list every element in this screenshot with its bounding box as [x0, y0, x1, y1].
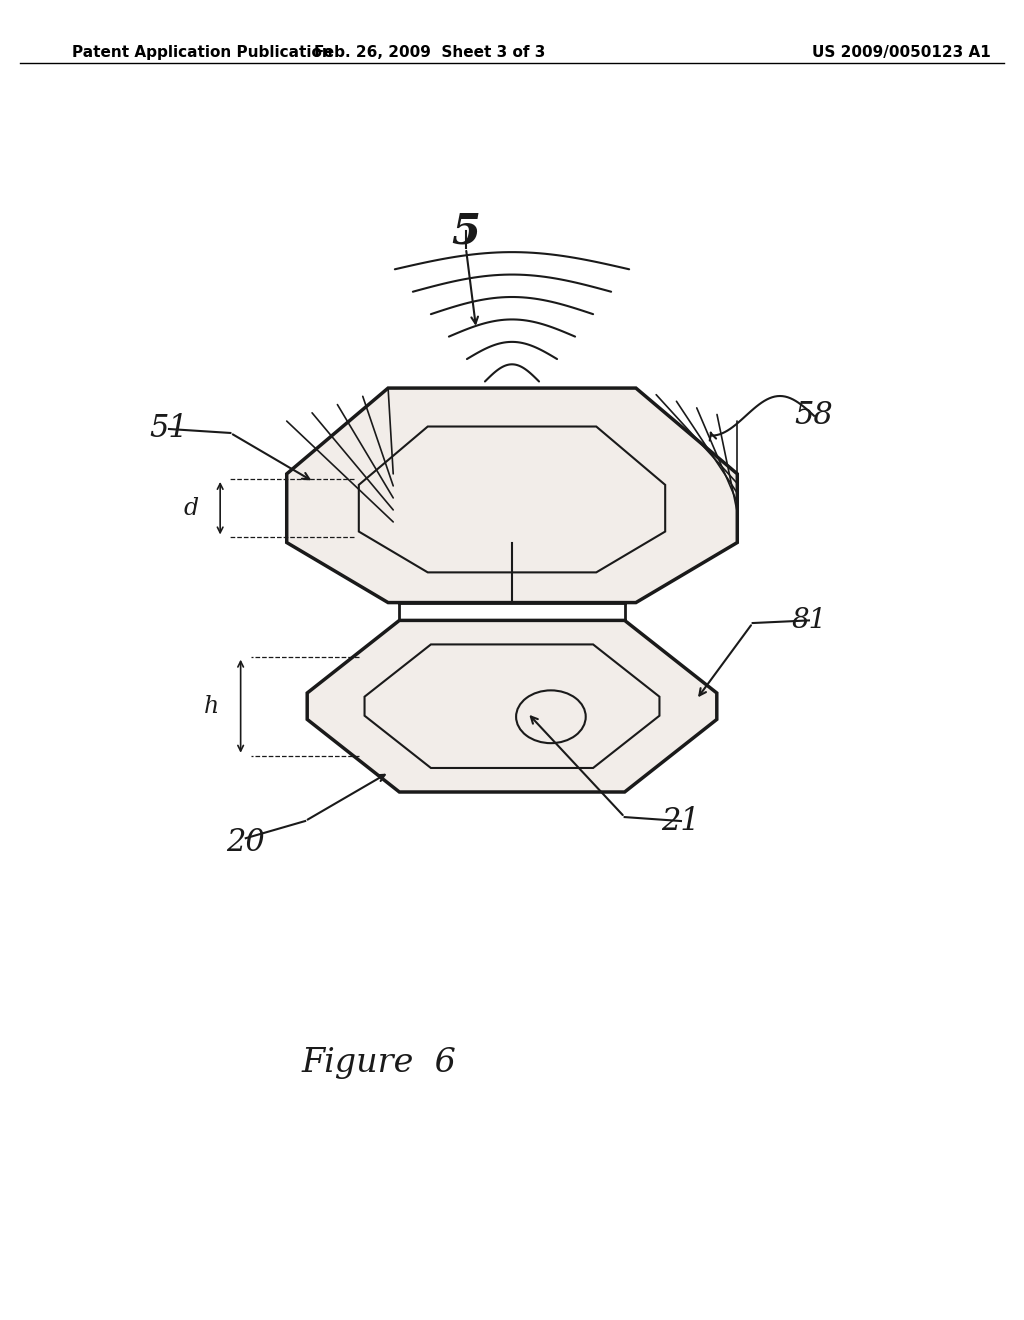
Text: 5: 5	[452, 210, 480, 252]
Polygon shape	[307, 620, 717, 792]
Text: 20: 20	[226, 826, 265, 858]
Text: d: d	[184, 496, 199, 520]
Text: US 2009/0050123 A1: US 2009/0050123 A1	[812, 45, 990, 61]
Text: 51: 51	[150, 413, 188, 445]
Text: Figure  6: Figure 6	[301, 1047, 457, 1078]
Text: Patent Application Publication: Patent Application Publication	[72, 45, 333, 61]
Polygon shape	[287, 388, 737, 602]
Text: 58: 58	[795, 400, 834, 432]
Text: h: h	[205, 694, 219, 718]
Text: 81: 81	[792, 607, 826, 634]
Text: 21: 21	[662, 805, 700, 837]
Text: Feb. 26, 2009  Sheet 3 of 3: Feb. 26, 2009 Sheet 3 of 3	[314, 45, 546, 61]
